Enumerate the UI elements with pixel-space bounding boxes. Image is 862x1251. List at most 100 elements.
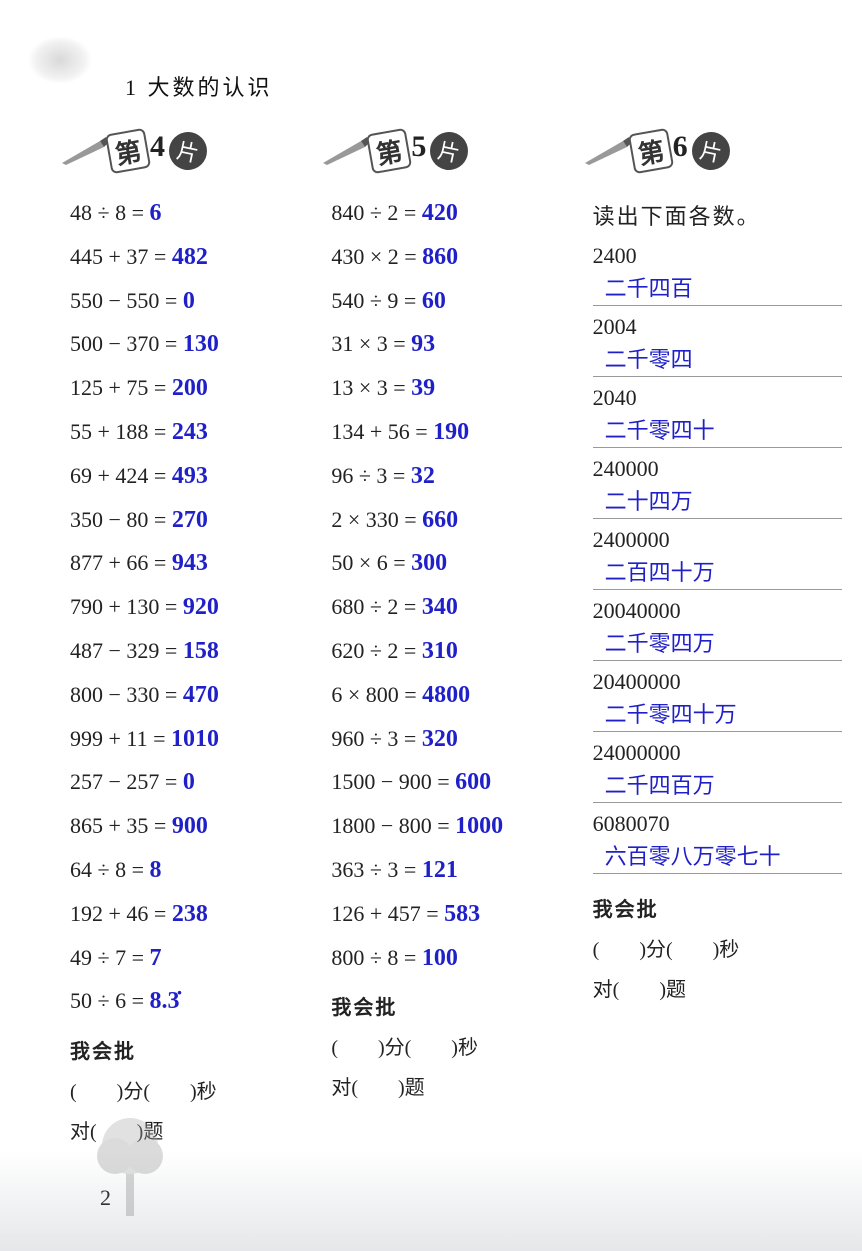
equation-row: 620 ÷ 2 = 310	[331, 637, 580, 666]
equation-lhs: 680 ÷ 2 =	[331, 594, 421, 619]
equation-row: 445 + 37 = 482	[70, 243, 319, 272]
equation-lhs: 125 + 75 =	[70, 375, 172, 400]
equation-lhs: 487 − 329 =	[70, 638, 183, 663]
pencil-icon	[60, 135, 108, 167]
equation-answer: 0	[183, 769, 195, 795]
reading-answer: 二千零四万	[593, 626, 842, 661]
equation-list-2: 840 ÷ 2 = 420 430 × 2 = 860 540 ÷ 9 = 60 31…	[331, 199, 580, 972]
equation-lhs: 350 − 80 =	[70, 507, 172, 532]
equation-answer: 243	[172, 419, 208, 445]
equation-answer: 4800	[422, 682, 470, 708]
chapter-title: 1 大数的认识	[125, 70, 273, 102]
column-3: 第 6 片 读出下面各数。 2400二千四百2004二千零四2040二千零四十2…	[593, 125, 842, 1152]
equation-answer: 470	[183, 682, 219, 708]
section-number: 6	[673, 130, 688, 164]
equation-lhs: 192 + 46 =	[70, 901, 172, 926]
equation-answer: 93	[411, 331, 435, 357]
equation-answer: 121	[422, 857, 458, 883]
equation-lhs: 840 ÷ 2 =	[331, 200, 421, 225]
reading-number: 2400000	[593, 527, 842, 553]
reading-item: 2400二千四百	[593, 243, 842, 306]
equation-row: 13 × 3 = 39	[331, 374, 580, 403]
equation-row: 680 ÷ 2 = 340	[331, 593, 580, 622]
equation-row: 69 + 424 = 493	[70, 462, 319, 491]
equation-answer: 1000	[455, 813, 503, 839]
equation-answer: 60	[422, 288, 446, 314]
footer-correct: 对( )题	[331, 1068, 580, 1108]
equation-answer: 100	[422, 945, 458, 971]
equation-row: 840 ÷ 2 = 420	[331, 199, 580, 228]
equation-row: 487 − 329 = 158	[70, 637, 319, 666]
reading-number: 20040000	[593, 598, 842, 624]
footer-title: 我会批	[593, 890, 842, 930]
reading-answer: 二千零四十	[593, 413, 842, 448]
section-number: 4	[150, 130, 165, 164]
equation-lhs: 2 × 330 =	[331, 507, 422, 532]
equation-answer: 238	[172, 901, 208, 927]
equation-lhs: 13 × 3 =	[331, 375, 411, 400]
equation-lhs: 69 + 424 =	[70, 463, 172, 488]
column-2: 第 5 片 840 ÷ 2 = 420430 × 2 = 860540 ÷ 9 …	[331, 125, 580, 1152]
equation-lhs: 960 ÷ 3 =	[331, 726, 421, 751]
equation-answer: 660	[422, 507, 458, 533]
equation-answer: 600	[455, 769, 491, 795]
pian-char: 片	[427, 128, 472, 173]
equation-answer: 420	[422, 200, 458, 226]
pian-char: 片	[165, 128, 210, 173]
equation-answer: 493	[172, 463, 208, 489]
equation-lhs: 620 ÷ 2 =	[331, 638, 421, 663]
equation-answer: 1010	[171, 726, 219, 752]
equation-answer: 920	[183, 594, 219, 620]
reading-number: 240000	[593, 456, 842, 482]
equation-row: 31 × 3 = 93	[331, 330, 580, 359]
equation-answer: 39	[411, 375, 435, 401]
equation-answer: 0	[183, 288, 195, 314]
equation-lhs: 800 − 330 =	[70, 682, 183, 707]
equation-answer: 320	[422, 726, 458, 752]
equation-answer: 158	[183, 638, 219, 664]
reading-list: 2400二千四百2004二千零四2040二千零四十240000二十四万24000…	[593, 243, 842, 874]
footer-correct: 对( )题	[593, 970, 842, 1010]
equation-answer: 300	[411, 550, 447, 576]
section-badge-4: 第 4 片	[60, 125, 319, 177]
reading-answer: 二千四百	[593, 271, 842, 306]
equation-row: 48 ÷ 8 = 6	[70, 199, 319, 228]
equation-row: 96 ÷ 3 = 32	[331, 462, 580, 491]
equation-row: 126 + 457 = 583	[331, 900, 580, 929]
column-1: 第 4 片 48 ÷ 8 = 6445 + 37 = 482550 − 550 …	[70, 125, 319, 1152]
equation-row: 865 + 35 = 900	[70, 812, 319, 841]
equation-row: 430 × 2 = 860	[331, 243, 580, 272]
score-footer-2: 我会批 ( )分( )秒 对( )题	[331, 988, 580, 1108]
reading-item: 20040000二千零四万	[593, 598, 842, 661]
equation-lhs: 1800 − 800 =	[331, 813, 455, 838]
equation-row: 49 ÷ 7 = 7	[70, 944, 319, 973]
equation-row: 800 ÷ 8 = 100	[331, 944, 580, 973]
equation-answer: 860	[422, 244, 458, 270]
equation-answer: 583	[444, 901, 480, 927]
equation-row: 500 − 370 = 130	[70, 330, 319, 359]
equation-answer: 8	[149, 857, 161, 883]
equation-lhs: 48 ÷ 8 =	[70, 200, 149, 225]
equation-row: 790 + 130 = 920	[70, 593, 319, 622]
reading-item: 20400000二千零四十万	[593, 669, 842, 732]
equation-lhs: 31 × 3 =	[331, 331, 411, 356]
equation-lhs: 6 × 800 =	[331, 682, 422, 707]
equation-row: 6 × 800 = 4800	[331, 681, 580, 710]
reading-item: 2004二千零四	[593, 314, 842, 377]
equation-row: 1500 − 900 = 600	[331, 768, 580, 797]
equation-lhs: 445 + 37 =	[70, 244, 172, 269]
equation-answer: 310	[422, 638, 458, 664]
equation-row: 540 ÷ 9 = 60	[331, 287, 580, 316]
equation-row: 50 × 6 = 300	[331, 549, 580, 578]
equation-lhs: 999 + 11 =	[70, 726, 171, 751]
footer-time: ( )分( )秒	[331, 1028, 580, 1068]
equation-lhs: 865 + 35 =	[70, 813, 172, 838]
equation-lhs: 550 − 550 =	[70, 288, 183, 313]
reading-answer: 二十四万	[593, 484, 842, 519]
equation-row: 192 + 46 = 238	[70, 900, 319, 929]
pian-char: 片	[688, 128, 733, 173]
equation-answer: 943	[172, 550, 208, 576]
equation-lhs: 126 + 457 =	[331, 901, 444, 926]
equation-row: 134 + 56 = 190	[331, 418, 580, 447]
reading-number: 20400000	[593, 669, 842, 695]
